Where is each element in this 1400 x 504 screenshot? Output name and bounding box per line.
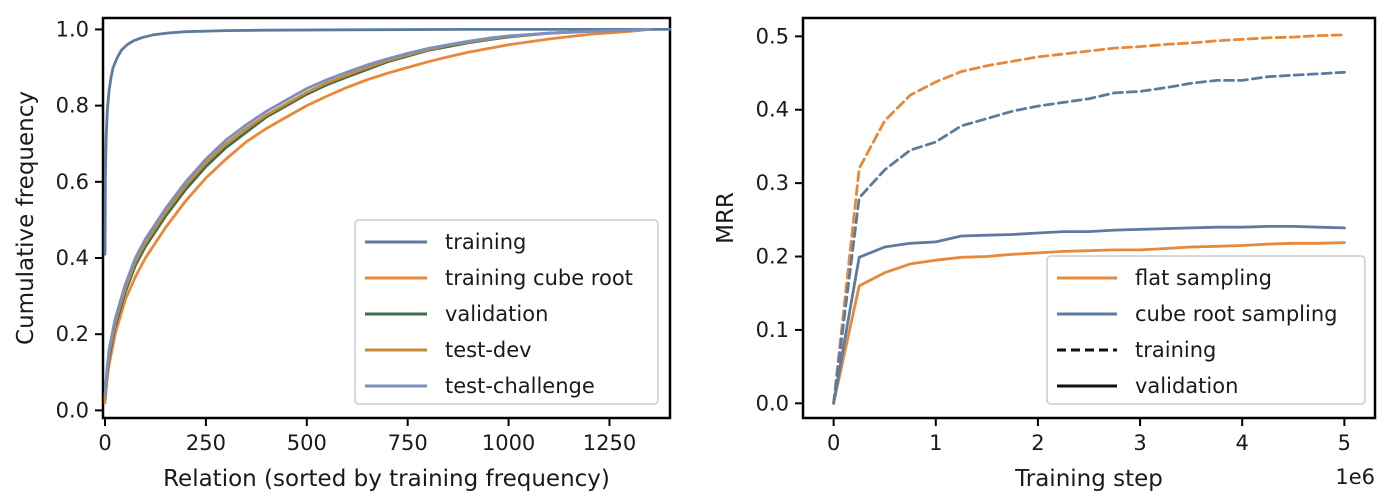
x-tick-label: 750 (388, 431, 428, 455)
legend-label: training (445, 230, 526, 254)
legend-label: test-challenge (445, 374, 595, 398)
y-tick-label: 1.0 (56, 17, 89, 41)
y-tick-label: 0.3 (756, 171, 789, 195)
series-line-test-challenge (103, 28, 652, 397)
legend-box (354, 219, 659, 405)
series-line-cube-root-sampling-training (832, 70, 1346, 405)
legend-label: cube root sampling (1135, 302, 1337, 326)
x-tick-label: 5 (1338, 431, 1351, 455)
legend: training training cube root validation test… (354, 219, 659, 405)
legend-label: validation (1135, 374, 1238, 398)
y-tick-label: 0.8 (56, 94, 89, 118)
series-line-flat-sampling-validation (832, 241, 1346, 405)
y-tick-label: 0.0 (56, 398, 89, 422)
legend-box (1046, 255, 1366, 405)
x-tick-label: 0 (98, 431, 111, 455)
right-chart: 0 1 2 3 4 5 0.0 0.1 0.2 0.3 0.4 0.5 Training step MRR… (713, 16, 1377, 492)
y-tick-label: 0.0 (756, 391, 789, 415)
legend-label: validation (445, 302, 548, 326)
legend-label: training cube root (445, 266, 633, 290)
y-tick-label: 0.2 (56, 322, 89, 346)
plot-frame (801, 16, 1377, 420)
x-tick-label: 3 (1133, 431, 1146, 455)
x-tick-label: 1000 (482, 431, 535, 455)
series-line-training-cube-root (103, 28, 652, 405)
x-tick-label: 1 (929, 431, 942, 455)
x-tick-label: 1250 (583, 431, 636, 455)
y-axis-label: Cumulative frequency (13, 91, 39, 345)
series-line-training (103, 28, 672, 256)
x-tick-label: 500 (287, 431, 327, 455)
y-axis-label: MRR (713, 192, 739, 244)
y-tick-label: 0.1 (756, 318, 789, 342)
y-tick-label: 0.4 (56, 246, 89, 270)
legend-label: test-dev (445, 338, 532, 362)
left-chart: 0 250 500 750 1000 1250 0.0 0.2 0.4 0.6 0.8 1.0 Rela… (13, 16, 672, 492)
x-axis-label: Relation (sorted by training frequency) (163, 466, 610, 492)
x-offset-label: 1e6 (1335, 465, 1375, 489)
series-line-flat-sampling-training (832, 33, 1346, 405)
plot-frame (101, 16, 672, 420)
x-tick-label: 0 (827, 431, 840, 455)
x-tick-label: 4 (1236, 431, 1249, 455)
y-tick-label: 0.4 (756, 98, 789, 122)
legend-label: flat sampling (1135, 266, 1272, 290)
series-line-cube-root-sampling-validation (832, 225, 1346, 405)
y-tick-label: 0.2 (756, 245, 789, 269)
y-tick-label: 0.5 (756, 24, 789, 48)
legend-label: training (1135, 338, 1216, 362)
legend: flat sampling cube root sampling training v… (1046, 255, 1366, 405)
y-tick-label: 0.6 (56, 170, 89, 194)
x-tick-label: 2 (1031, 431, 1044, 455)
x-axis-label: Training step (1014, 466, 1163, 492)
x-tick-label: 250 (186, 431, 226, 455)
